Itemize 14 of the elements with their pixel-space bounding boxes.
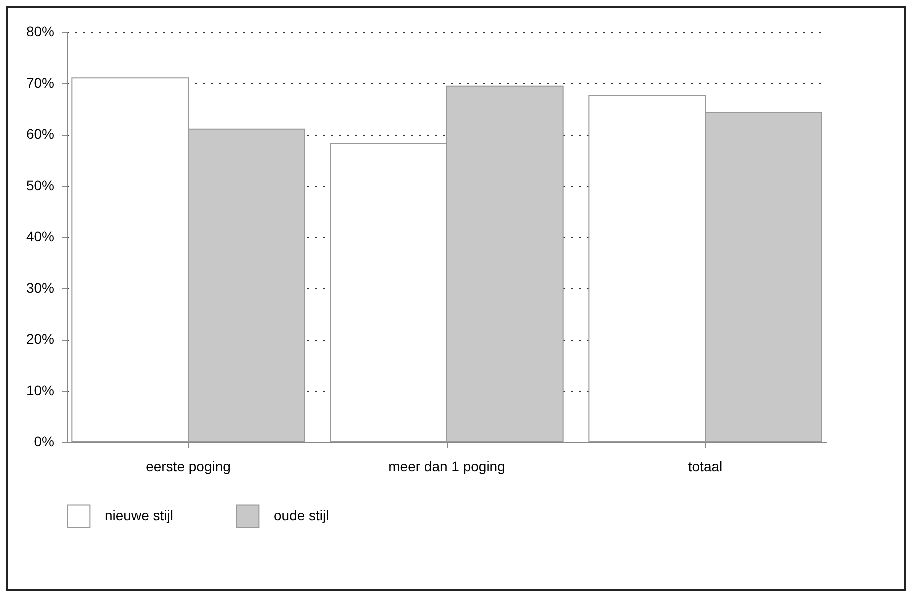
x-tick-label: totaal <box>688 458 723 474</box>
y-tick-label: 10% <box>26 382 54 398</box>
y-tick-label: 40% <box>26 228 54 244</box>
x-tick-label: eerste poging <box>146 458 231 474</box>
legend-label: nieuwe stijl <box>105 507 174 524</box>
y-tick-label: 50% <box>26 177 54 194</box>
y-tick-label: 60% <box>26 126 54 142</box>
y-tick-label: 70% <box>26 74 54 91</box>
x-tick-label: meer dan 1 poging <box>388 458 506 474</box>
y-tick-label: 30% <box>26 280 54 296</box>
y-tick-label: 20% <box>26 331 54 347</box>
legend-label: oude stijl <box>274 507 330 524</box>
y-tick-label: 0% <box>34 434 54 450</box>
y-tick-label: 80% <box>26 24 54 40</box>
